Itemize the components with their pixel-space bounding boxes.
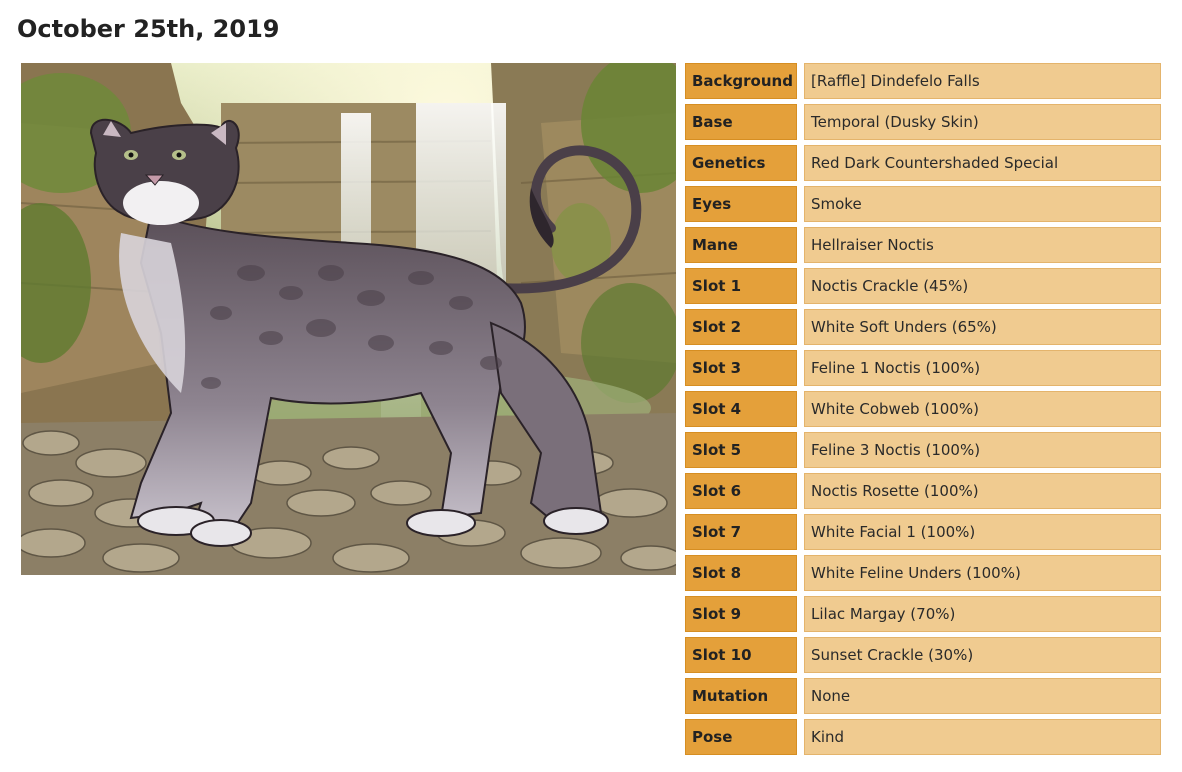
trait-value: Feline 3 Noctis (100%) bbox=[804, 432, 1161, 468]
trait-value: Smoke bbox=[804, 186, 1161, 222]
trait-label: Genetics bbox=[685, 145, 797, 181]
trait-row-slot-8: Slot 8 White Feline Unders (100%) bbox=[685, 555, 1161, 591]
trait-label: Slot 6 bbox=[685, 473, 797, 509]
trait-label: Base bbox=[685, 104, 797, 140]
trait-label: Mane bbox=[685, 227, 797, 263]
trait-row-slot-3: Slot 3 Feline 1 Noctis (100%) bbox=[685, 350, 1161, 386]
trait-value: Kind bbox=[804, 719, 1161, 755]
trait-row-slot-5: Slot 5 Feline 3 Noctis (100%) bbox=[685, 432, 1161, 468]
trait-value: White Feline Unders (100%) bbox=[804, 555, 1161, 591]
trait-value: Red Dark Countershaded Special bbox=[804, 145, 1161, 181]
trait-label: Slot 2 bbox=[685, 309, 797, 345]
trait-row-base: Base Temporal (Dusky Skin) bbox=[685, 104, 1161, 140]
trait-row-background: Background [Raffle] Dindefelo Falls bbox=[685, 63, 1161, 99]
trait-row-mutation: Mutation None bbox=[685, 678, 1161, 714]
trait-label: Mutation bbox=[685, 678, 797, 714]
traits-table: Background [Raffle] Dindefelo Falls Base… bbox=[685, 63, 1161, 760]
lioness-artwork bbox=[21, 63, 676, 575]
trait-label: Background bbox=[685, 63, 797, 99]
trait-value: None bbox=[804, 678, 1161, 714]
trait-label: Slot 10 bbox=[685, 637, 797, 673]
trait-label: Eyes bbox=[685, 186, 797, 222]
trait-row-slot-4: Slot 4 White Cobweb (100%) bbox=[685, 391, 1161, 427]
trait-row-pose: Pose Kind bbox=[685, 719, 1161, 755]
trait-value: White Cobweb (100%) bbox=[804, 391, 1161, 427]
trait-value: White Facial 1 (100%) bbox=[804, 514, 1161, 550]
trait-value: White Soft Unders (65%) bbox=[804, 309, 1161, 345]
trait-value: Temporal (Dusky Skin) bbox=[804, 104, 1161, 140]
trait-value: Lilac Margay (70%) bbox=[804, 596, 1161, 632]
trait-row-genetics: Genetics Red Dark Countershaded Special bbox=[685, 145, 1161, 181]
trait-label: Slot 4 bbox=[685, 391, 797, 427]
trait-row-slot-2: Slot 2 White Soft Unders (65%) bbox=[685, 309, 1161, 345]
trait-value: Feline 1 Noctis (100%) bbox=[804, 350, 1161, 386]
trait-row-eyes: Eyes Smoke bbox=[685, 186, 1161, 222]
trait-label: Pose bbox=[685, 719, 797, 755]
trait-row-slot-7: Slot 7 White Facial 1 (100%) bbox=[685, 514, 1161, 550]
trait-value: Hellraiser Noctis bbox=[804, 227, 1161, 263]
trait-value: Noctis Crackle (45%) bbox=[804, 268, 1161, 304]
trait-label: Slot 7 bbox=[685, 514, 797, 550]
page-title: October 25th, 2019 bbox=[17, 15, 280, 43]
trait-label: Slot 1 bbox=[685, 268, 797, 304]
trait-row-slot-10: Slot 10 Sunset Crackle (30%) bbox=[685, 637, 1161, 673]
trait-value: Sunset Crackle (30%) bbox=[804, 637, 1161, 673]
trait-label: Slot 5 bbox=[685, 432, 797, 468]
trait-label: Slot 3 bbox=[685, 350, 797, 386]
trait-row-slot-1: Slot 1 Noctis Crackle (45%) bbox=[685, 268, 1161, 304]
trait-row-mane: Mane Hellraiser Noctis bbox=[685, 227, 1161, 263]
trait-label: Slot 9 bbox=[685, 596, 797, 632]
trait-row-slot-9: Slot 9 Lilac Margay (70%) bbox=[685, 596, 1161, 632]
trait-label: Slot 8 bbox=[685, 555, 797, 591]
trait-value: [Raffle] Dindefelo Falls bbox=[804, 63, 1161, 99]
trait-value: Noctis Rosette (100%) bbox=[804, 473, 1161, 509]
trait-row-slot-6: Slot 6 Noctis Rosette (100%) bbox=[685, 473, 1161, 509]
